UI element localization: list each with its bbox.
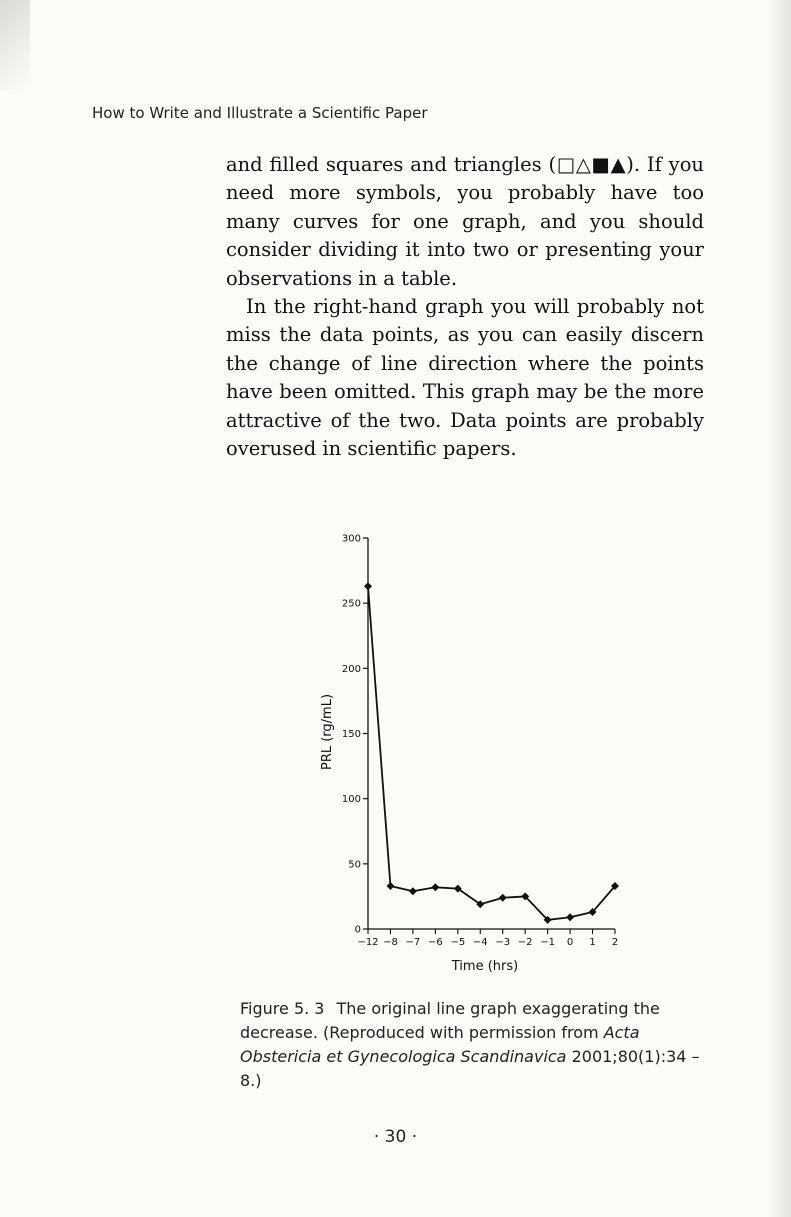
data-point xyxy=(453,884,462,893)
x-tick-label: 2 xyxy=(612,937,618,948)
y-tick-label: 0 xyxy=(355,925,361,936)
y-tick-label: 200 xyxy=(342,664,361,675)
y-axis: 0 50 100 150 200 250 300 xyxy=(342,534,369,936)
line-chart: 0 50 100 150 200 250 300 −12 −8 −7 −6 −5 −4 −3 −2 −1 0 1… xyxy=(320,534,619,974)
x-tick-label: 0 xyxy=(567,937,573,948)
x-tick-label: −6 xyxy=(428,937,443,948)
scan-shadow-right xyxy=(767,0,791,1217)
y-tick-label: 50 xyxy=(348,859,361,870)
figure-caption: Figure 5. 3 The original line graph exagg… xyxy=(240,997,700,1093)
y-tick-label: 300 xyxy=(342,534,361,545)
scan-shadow-left xyxy=(0,0,30,90)
x-axis: −12 −8 −7 −6 −5 −4 −3 −2 −1 0 1 2 xyxy=(357,928,618,948)
figure-label: Figure 5. 3 xyxy=(240,999,325,1018)
page-number: · 30 · xyxy=(373,1127,418,1147)
caption-citation: 2001;80(1):34 – 8.) xyxy=(240,1047,700,1090)
caption-text: The original line graph exaggerating the… xyxy=(240,999,660,1042)
body-paragraph-1: and filled squares and triangles (□△■▲).… xyxy=(226,153,704,290)
body-paragraph-2: In the right-hand graph you will probabl… xyxy=(226,295,704,461)
data-point xyxy=(566,913,575,922)
data-point xyxy=(498,893,507,902)
x-tick-label: −2 xyxy=(518,937,533,948)
data-point xyxy=(588,908,597,917)
x-tick-label: −12 xyxy=(357,937,378,948)
x-tick-label: −4 xyxy=(473,937,488,948)
x-tick-label: −5 xyxy=(450,937,465,948)
x-axis-title: Time (hrs) xyxy=(451,959,518,974)
data-point xyxy=(521,892,530,901)
series-line xyxy=(367,586,616,921)
data-point xyxy=(611,881,619,890)
x-tick-label: 1 xyxy=(589,937,595,948)
data-series xyxy=(364,582,619,924)
x-tick-label: −7 xyxy=(406,937,421,948)
y-tick-label: 250 xyxy=(342,599,361,610)
y-axis-title: PRL (rg/mL) xyxy=(320,694,335,770)
y-tick-label: 100 xyxy=(342,794,361,805)
data-point xyxy=(386,881,395,890)
data-point xyxy=(364,582,372,591)
running-head: How to Write and Illustrate a Scientific… xyxy=(92,104,428,122)
y-tick-label: 150 xyxy=(342,729,361,740)
x-tick-label: −1 xyxy=(540,937,555,948)
data-point xyxy=(476,900,485,909)
data-point xyxy=(431,883,440,892)
x-tick-label: −8 xyxy=(383,937,398,948)
data-point xyxy=(408,887,417,896)
x-tick-label: −3 xyxy=(495,937,510,948)
caption-journal: Acta Obstericia et Gynecologica Scandina… xyxy=(240,1023,640,1066)
data-point xyxy=(543,915,552,924)
